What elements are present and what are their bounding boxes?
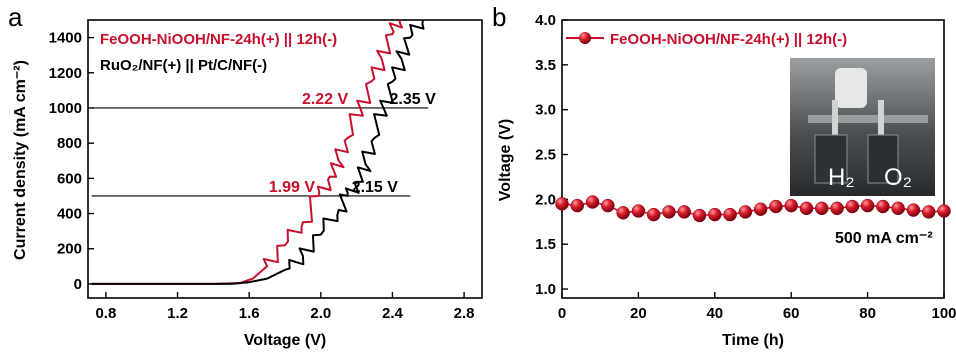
panel-b-label: b (492, 2, 506, 32)
data-point (631, 204, 646, 218)
data-point (891, 201, 905, 216)
panel-a-ylabel: Current density (mA cm⁻²) (12, 60, 29, 260)
panel-b-ytick-label: 1.0 (535, 281, 556, 298)
data-point (646, 207, 661, 222)
panel-b-ytick-label: 1.5 (535, 236, 556, 253)
panel-b-ylabel: Voltage (V) (497, 119, 514, 201)
panel-a-ytick-label: 1200 (49, 65, 82, 82)
panel-a-annotation-2: 1.99 V (269, 179, 316, 196)
inset-electrode-right (867, 134, 899, 184)
data-point (784, 198, 798, 213)
inset-electrode-left (814, 134, 848, 184)
panel-b-legend: FeOOH-NiOOH/NF-24h(+) || 12h(-) (566, 31, 847, 48)
panel-b-ytick-label: 3.0 (535, 102, 556, 119)
panel-b-xtick-label: 0 (558, 305, 566, 322)
panel-a-legend: FeOOH-NiOOH/NF-24h(+) || 12h(-) RuO₂/NF(… (100, 31, 337, 74)
panel-b-ytick-label: 3.5 (535, 57, 556, 74)
panel-a-ytick-label: 600 (57, 170, 82, 187)
data-point (753, 202, 768, 216)
data-point (570, 198, 585, 213)
panel-b-xtick-label: 40 (706, 305, 723, 322)
panel-b-xtick-label: 60 (783, 305, 800, 322)
panel-a-ytick-label: 400 (57, 206, 82, 223)
data-point (585, 195, 600, 209)
data-point (921, 205, 936, 219)
data-point (845, 199, 860, 214)
inset-photo: H₂ O₂ (790, 58, 935, 196)
panel-a-xtick-label: 2.0 (310, 305, 331, 322)
panel-a-xtick-label: 1.6 (239, 305, 260, 322)
panel-b-ytick-label: 4.0 (535, 12, 556, 29)
panel-b-legend-text: FeOOH-NiOOH/NF-24h(+) || 12h(-) (610, 31, 847, 48)
inset-cap (835, 68, 867, 108)
data-point (799, 201, 814, 216)
data-point (937, 204, 951, 218)
data-point (708, 207, 722, 222)
data-point (876, 199, 890, 214)
panel-a-ytick-label: 800 (57, 135, 82, 152)
data-point (830, 201, 844, 216)
panel-b-xlabel: Time (h) (722, 332, 784, 349)
panel-a-ytick-label: 1000 (49, 100, 82, 117)
inset-h2-label: H₂ (828, 164, 855, 191)
panel-a-xtick-label: 0.8 (95, 305, 116, 322)
series-feooh-niooh-curve (91, 19, 403, 285)
data-point (769, 199, 783, 214)
data-point (601, 198, 615, 213)
panel-a-annotation-1: 2.35 V (390, 91, 437, 108)
data-point (616, 206, 630, 220)
inset-wire-right (878, 100, 884, 145)
data-point (738, 205, 753, 219)
panel-a-annotation-0: 2.22 V (302, 91, 349, 108)
panel-b-frame (561, 19, 945, 299)
data-point (555, 197, 569, 211)
panel-b-xtick-label: 20 (630, 305, 647, 322)
inset-wire-left (832, 100, 838, 145)
panel-a-xlabel: Voltage (V) (244, 332, 326, 349)
panel-b-xtick-label: 100 (931, 305, 956, 322)
panel-a-xtick-label: 2.8 (454, 305, 475, 322)
panel-a-label: a (8, 2, 23, 32)
panel-b-current-annotation: 500 mA cm⁻² (835, 230, 933, 247)
panel-b: b H₂ O₂ 0 20 40 60 80 100 1.0 1.5 2.0 2.5 3.0 3.5 4… (492, 2, 956, 349)
panel-a-legend-red: FeOOH-NiOOH/NF-24h(+) || 12h(-) (100, 31, 337, 48)
data-point (662, 205, 676, 219)
panel-a: a 0.8 1.2 1.6 2.0 2.4 2.8 0 200 400 600 800 1000 12… (8, 2, 483, 349)
panel-a-ytick-label: 0 (74, 276, 82, 293)
data-point (815, 201, 829, 216)
data-point (860, 198, 875, 213)
data-point (723, 207, 737, 222)
inset-waterline (808, 115, 928, 123)
data-point (677, 205, 691, 219)
panel-b-xtick-label: 80 (859, 305, 876, 322)
panel-a-ytick-label: 200 (57, 241, 82, 258)
panel-b-ytick-label: 2.5 (535, 147, 556, 164)
panel-b-legend-marker (579, 32, 591, 44)
panel-a-annotation-3: 2.15 V (352, 179, 399, 196)
series-ruo2-curve (91, 19, 425, 285)
panel-b-ytick-label: 2.0 (535, 191, 556, 208)
panel-a-xtick-label: 1.2 (167, 305, 188, 322)
data-point (692, 208, 707, 223)
panel-a-xtick-label: 2.4 (382, 305, 404, 322)
panel-a-frame (87, 19, 483, 299)
panel-a-ytick-label: 1400 (49, 30, 82, 47)
data-point (906, 203, 921, 217)
inset-o2-label: O₂ (884, 164, 912, 191)
panel-a-legend-black: RuO₂/NF(+) || Pt/C/NF(-) (100, 57, 267, 74)
